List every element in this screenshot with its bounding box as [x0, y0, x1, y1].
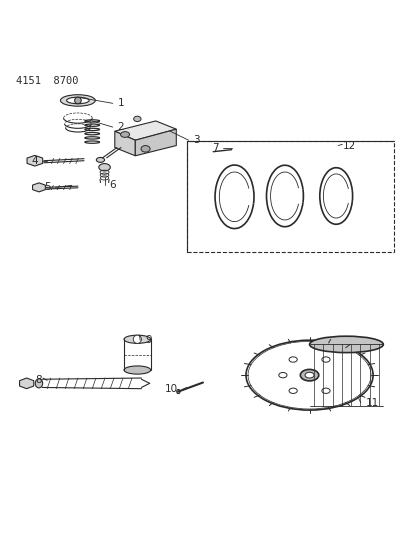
Text: 7: 7	[211, 143, 218, 152]
Polygon shape	[135, 129, 176, 156]
Ellipse shape	[309, 336, 382, 353]
Text: 4151  8700: 4151 8700	[16, 76, 79, 86]
Text: 5: 5	[44, 182, 50, 192]
Ellipse shape	[120, 132, 129, 138]
Text: 8: 8	[36, 375, 42, 385]
Text: 12: 12	[342, 141, 355, 150]
Ellipse shape	[288, 388, 297, 393]
Ellipse shape	[321, 357, 329, 362]
Text: 4: 4	[31, 156, 38, 166]
Ellipse shape	[288, 357, 297, 362]
Text: 9: 9	[145, 335, 151, 345]
Ellipse shape	[124, 366, 151, 374]
Ellipse shape	[61, 95, 95, 106]
Ellipse shape	[321, 388, 329, 393]
Ellipse shape	[35, 379, 43, 388]
Text: 3: 3	[193, 135, 200, 145]
Text: 2: 2	[117, 122, 124, 132]
Ellipse shape	[124, 335, 151, 343]
Ellipse shape	[299, 369, 318, 381]
Text: 11: 11	[365, 398, 378, 408]
Bar	[186, 141, 393, 252]
Polygon shape	[115, 121, 176, 140]
Polygon shape	[115, 131, 135, 156]
Circle shape	[74, 97, 81, 104]
Text: 10: 10	[164, 384, 177, 394]
Ellipse shape	[304, 372, 313, 378]
Text: 6: 6	[109, 180, 116, 190]
Ellipse shape	[96, 157, 104, 163]
Polygon shape	[20, 378, 34, 389]
Text: 1: 1	[117, 98, 124, 108]
Ellipse shape	[176, 390, 180, 393]
Polygon shape	[27, 156, 43, 166]
Ellipse shape	[278, 373, 286, 378]
Polygon shape	[32, 183, 45, 192]
Ellipse shape	[67, 97, 89, 104]
Ellipse shape	[133, 116, 141, 122]
Ellipse shape	[141, 146, 150, 152]
Ellipse shape	[99, 164, 110, 171]
Circle shape	[133, 335, 141, 343]
